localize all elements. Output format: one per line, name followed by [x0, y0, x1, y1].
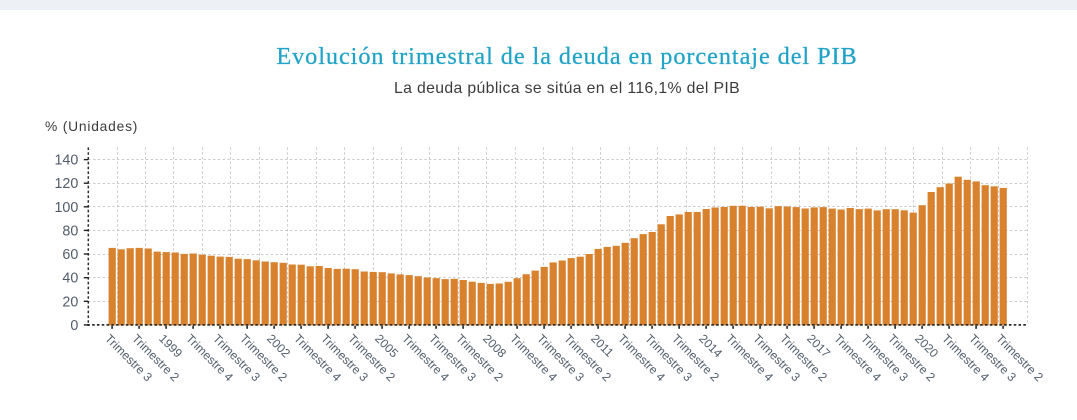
svg-text:140: 140: [54, 153, 78, 169]
svg-text:0: 0: [70, 318, 78, 334]
svg-text:100: 100: [54, 200, 78, 216]
svg-text:120: 120: [54, 176, 78, 192]
svg-text:40: 40: [62, 271, 78, 287]
svg-text:20: 20: [62, 294, 78, 310]
svg-text:80: 80: [62, 223, 78, 239]
svg-text:60: 60: [62, 247, 78, 263]
